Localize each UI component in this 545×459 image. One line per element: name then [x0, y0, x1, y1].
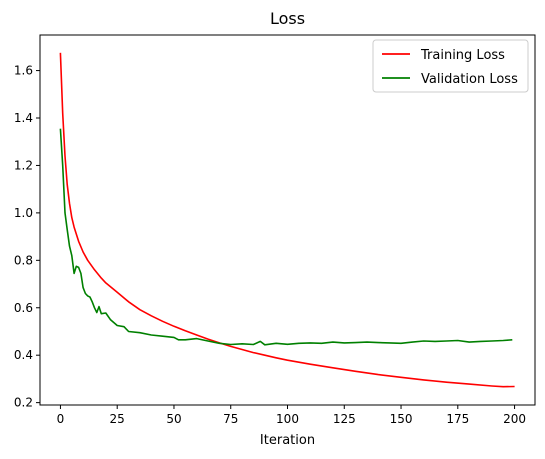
x-tick-label: 25 — [110, 412, 125, 426]
legend: Training Loss Validation Loss — [372, 39, 529, 93]
y-tick-label: 1.0 — [14, 206, 33, 220]
y-tick-label: 0.4 — [14, 348, 33, 362]
y-tick-label: 0.6 — [14, 301, 33, 315]
training-loss-legend-label: Training Loss — [420, 48, 505, 63]
x-tick-label: 50 — [166, 412, 181, 426]
x-tick-label: 75 — [223, 412, 238, 426]
series-layer — [59, 52, 515, 388]
y-tick-label: 1.6 — [14, 64, 33, 78]
x-tick-label: 125 — [333, 412, 356, 426]
x-tick-label: 175 — [446, 412, 469, 426]
validation-loss-line — [59, 128, 513, 346]
training-loss-line — [59, 52, 515, 388]
y-tick-label: 1.4 — [14, 111, 33, 125]
y-tick-label: 0.8 — [14, 253, 33, 267]
y-tick-label: 0.2 — [14, 396, 33, 410]
x-axis-title: Iteration — [260, 433, 315, 448]
y-axis: 0.2 0.4 0.6 0.8 1.0 1.2 1.4 1.6 — [14, 64, 40, 410]
x-tick-label: 150 — [390, 412, 413, 426]
x-tick-label: 0 — [57, 412, 65, 426]
validation-loss-legend-label: Validation Loss — [421, 72, 518, 87]
x-axis: 0 25 50 75 100 125 150 175 200 — [57, 405, 526, 426]
legend-box — [372, 39, 529, 93]
y-tick-label: 1.2 — [14, 158, 33, 172]
chart-title: Loss — [270, 9, 305, 28]
x-tick-label: 100 — [276, 412, 299, 426]
x-tick-label: 200 — [503, 412, 526, 426]
